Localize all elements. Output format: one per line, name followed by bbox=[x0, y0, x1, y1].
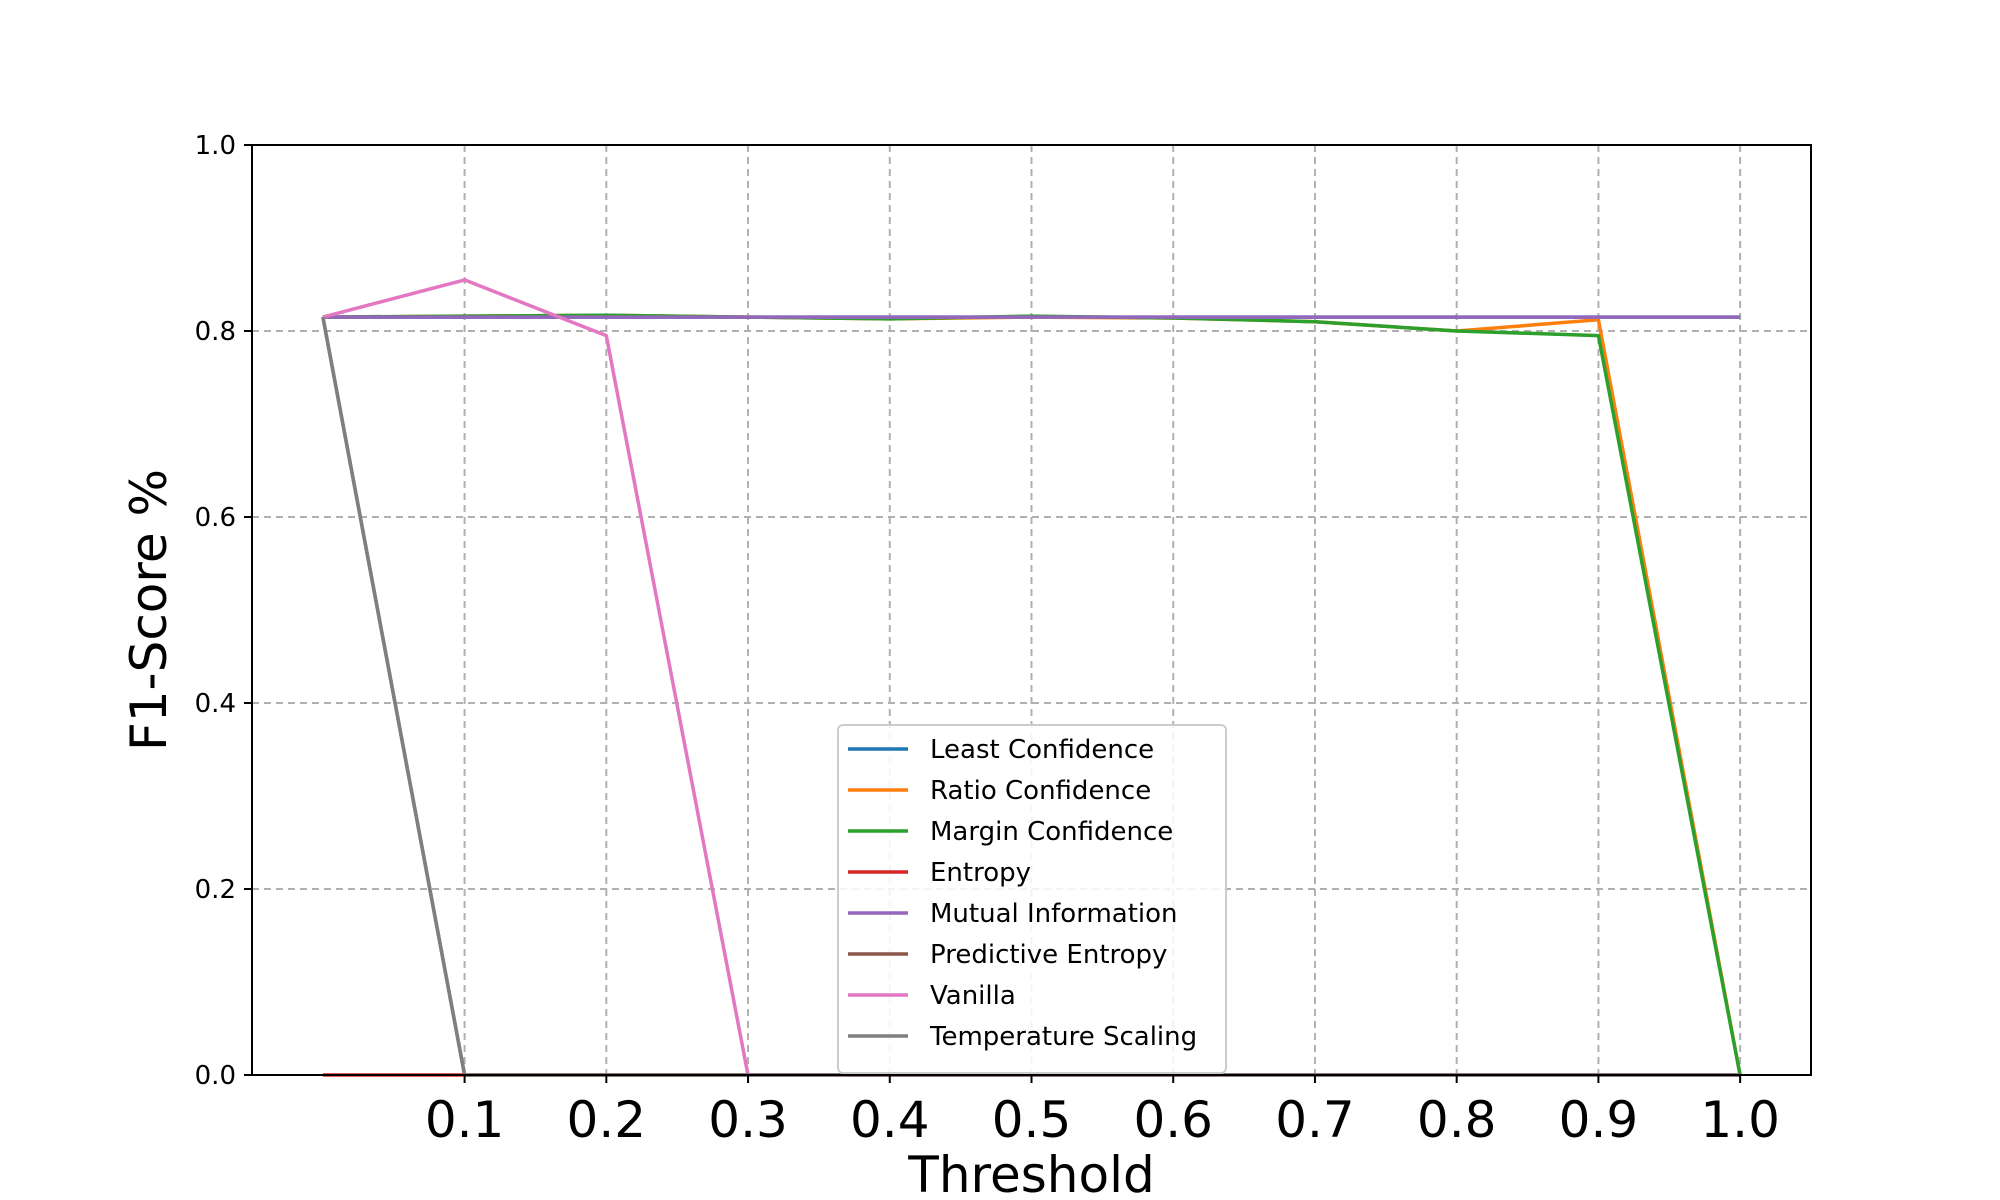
legend: Least Confidence Ratio Confidence Margin C… bbox=[837, 724, 1227, 1074]
x-tick-label: 0.8 bbox=[1417, 1091, 1497, 1149]
legend-label: Ratio Confidence bbox=[930, 776, 1151, 806]
y-axis-label: F1-Score % bbox=[120, 469, 178, 751]
y-tick-label: 0.0 bbox=[195, 1061, 236, 1091]
y-tick-label: 0.8 bbox=[195, 317, 236, 347]
legend-label: Least Confidence bbox=[930, 735, 1154, 765]
x-tick-label: 0.2 bbox=[567, 1091, 647, 1149]
y-axis-ticks: 0.0 0.2 0.4 0.6 0.8 1.0 bbox=[195, 131, 252, 1091]
x-tick-label: 0.5 bbox=[992, 1091, 1072, 1149]
legend-label: Temperature Scaling bbox=[929, 1022, 1197, 1052]
legend-label: Predictive Entropy bbox=[930, 940, 1167, 970]
x-tick-label: 0.7 bbox=[1275, 1091, 1355, 1149]
x-tick-label: 0.3 bbox=[708, 1091, 788, 1149]
legend-label: Entropy bbox=[930, 858, 1031, 888]
x-axis-label: Threshold bbox=[907, 1146, 1154, 1200]
legend-label: Mutual Information bbox=[930, 899, 1178, 929]
y-tick-label: 0.2 bbox=[195, 875, 236, 905]
x-tick-label: 0.6 bbox=[1133, 1091, 1213, 1149]
x-tick-label: 0.4 bbox=[850, 1091, 930, 1149]
x-axis-ticks: 0.1 0.2 0.3 0.4 0.5 0.6 0.7 0.8 0.9 1.0 bbox=[425, 1075, 1780, 1149]
y-tick-label: 0.6 bbox=[195, 503, 236, 533]
x-tick-label: 1.0 bbox=[1700, 1091, 1780, 1149]
x-tick-label: 0.9 bbox=[1559, 1091, 1639, 1149]
legend-label: Vanilla bbox=[930, 981, 1016, 1011]
legend-label: Margin Confidence bbox=[930, 817, 1173, 847]
legend-box bbox=[837, 724, 1227, 1074]
y-tick-label: 1.0 bbox=[195, 131, 236, 161]
x-tick-label: 0.1 bbox=[425, 1091, 505, 1149]
y-tick-label: 0.4 bbox=[195, 689, 236, 719]
